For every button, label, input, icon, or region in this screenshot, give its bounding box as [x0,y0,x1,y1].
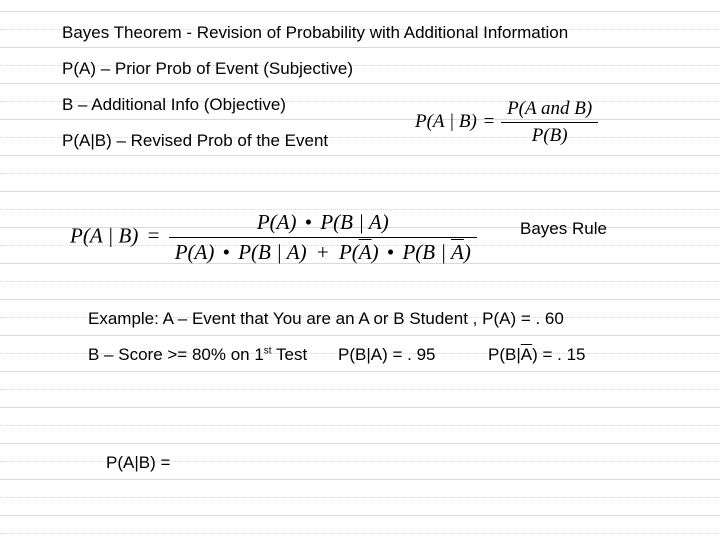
den-pba: P(B | A) [238,240,306,264]
plus-sign: + [312,240,334,264]
dot-icon: • [220,240,233,264]
bayes-rule-label: Bayes Rule [520,219,607,239]
pa-prior-line: P(A) – Prior Prob of Event (Subjective) [62,59,353,79]
dot-icon: • [302,210,315,234]
example-line: Example: A – Event that You are an A or … [88,309,564,329]
denominator: P(A) • P(B | A) + P(A) • P(B | A) [169,237,477,265]
a-bar: A [359,240,372,264]
numerator: P(A and B) [501,98,598,122]
p-close: ) [372,240,379,264]
a-bar: A [521,345,532,364]
b-additional-line: B – Additional Info (Objective) [62,95,286,115]
final-pab: P(A|B) = [106,453,170,473]
title: Bayes Theorem - Revision of Probability … [62,23,568,43]
b-score-post: Test [272,345,308,364]
den-pa: P(A) [175,240,215,264]
denominator: P(B) [501,122,598,147]
den-pabar: P(A) [339,240,379,264]
a-bar: A [451,240,464,264]
formula-lhs: P(A | B) [415,111,477,132]
num-pba: P(B | A) [320,210,388,234]
b-score-pre: B – Score >= 80% on 1 [88,345,264,364]
formula-lhs: P(A | B) [70,223,138,247]
pba-value: P(B|A) = . 95 [338,345,435,365]
equals-sign: = [144,223,164,247]
fraction: P(A and B) P(B) [501,98,598,147]
pb-open: P(B | [402,240,451,264]
dot-icon: • [384,240,397,264]
pab-revised-line: P(A|B) – Revised Prob of the Event [62,131,328,151]
pba-bar-post: ) = . 15 [532,345,585,364]
fraction: P(A) • P(B | A) P(A) • P(B | A) + P(A) •… [169,210,477,265]
pb-close: ) [464,240,471,264]
numerator: P(A) • P(B | A) [169,210,477,237]
num-pa: P(A) [257,210,297,234]
equals-sign: = [482,111,497,132]
p-open: P( [339,240,359,264]
conditional-prob-formula: P(A | B) = P(A and B) P(B) [415,98,598,147]
pba-bar-value: P(B|A) = . 15 [488,345,586,365]
pba-bar-pre: P(B| [488,345,521,364]
b-score-line: B – Score >= 80% on 1st Test [88,345,307,365]
den-pbabar: P(B | A) [402,240,470,264]
bayes-rule-formula: P(A | B) = P(A) • P(B | A) P(A) • P(B | … [70,210,477,265]
superscript-st: st [264,345,272,356]
